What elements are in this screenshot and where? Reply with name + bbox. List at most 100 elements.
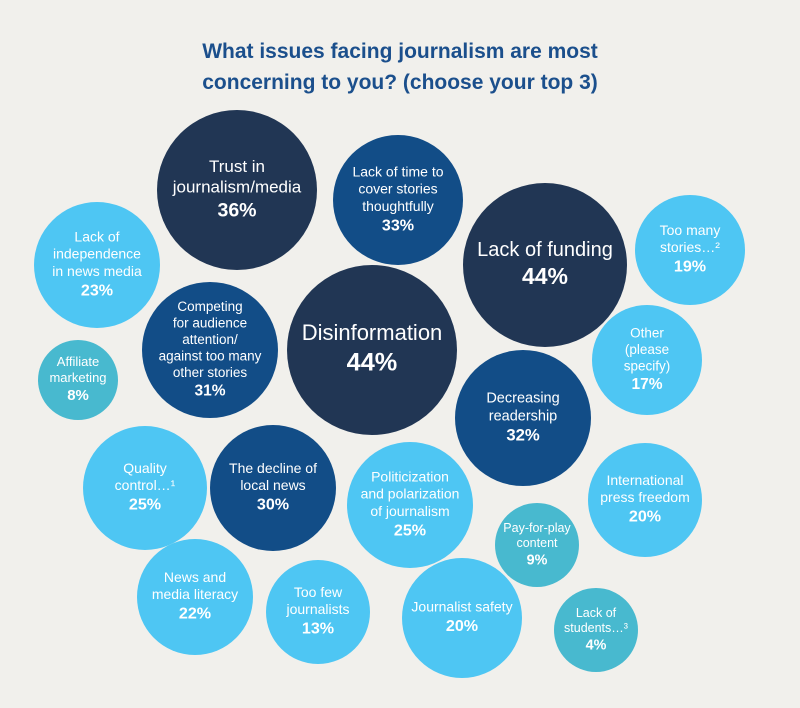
bubble-label: Lack of funding [477, 239, 613, 261]
bubble-circle [495, 503, 579, 587]
bubble-label: News and [164, 569, 226, 585]
bubble-value: 44% [522, 263, 568, 289]
bubble-value: 8% [67, 387, 89, 404]
bubble-value: 4% [586, 637, 607, 653]
bubble-label: Other [630, 325, 664, 340]
bubble-label: attention/ [182, 332, 238, 347]
bubble-label: other stories [173, 365, 248, 380]
bubble-value: 25% [129, 496, 161, 514]
bubble-circle [333, 135, 463, 265]
bubble-label: Disinformation [302, 320, 443, 345]
bubble-value: 25% [394, 521, 426, 539]
bubble-label: Trust in [209, 157, 265, 176]
bubble-value: 33% [382, 216, 414, 234]
bubble-label: students…³ [564, 621, 628, 635]
bubble-circle [635, 195, 745, 305]
bubble-value: 44% [347, 349, 398, 377]
bubble-circle [588, 443, 702, 557]
bubble-label: Too few [294, 584, 343, 600]
bubble-label: media literacy [152, 586, 238, 602]
bubble-label: Pay-for-play [503, 521, 571, 535]
bubble-value: 13% [302, 620, 334, 638]
bubble-value: 32% [506, 426, 540, 445]
bubble-label: local news [240, 477, 305, 493]
bubble-label: (please [625, 342, 669, 357]
bubble-label: thoughtfully [362, 198, 434, 214]
bubble-label: Lack of time to [352, 164, 443, 180]
bubble-label: Affiliate [57, 354, 99, 369]
bubble-circle [210, 425, 336, 551]
bubble-label: journalists [285, 601, 349, 617]
bubble-circle [347, 442, 473, 568]
bubble-label: International [606, 472, 683, 488]
bubble-circle [592, 305, 702, 415]
bubble-value: 20% [446, 617, 478, 635]
bubble-circle [266, 560, 370, 664]
bubble-label: Decreasing [486, 391, 559, 407]
bubble-circle [455, 350, 591, 486]
bubble-value: 22% [179, 605, 211, 623]
bubble-label: in news media [52, 263, 142, 279]
bubble-label: journalism/media [172, 178, 302, 197]
bubble-circle [83, 426, 207, 550]
bubble-circle [554, 588, 638, 672]
bubble: Trust in journalism/media 36% [157, 110, 317, 270]
title-line-1: What issues facing journalism are most [202, 40, 598, 63]
bubble-label: cover stories [358, 181, 437, 197]
bubble-label: stories…² [660, 239, 720, 255]
bubble-circle [157, 110, 317, 270]
bubble-value: 17% [631, 376, 662, 393]
bubble-value: 23% [81, 281, 113, 299]
bubble-label: The decline of [229, 460, 317, 476]
bubble: Disinformation 44% [287, 265, 457, 435]
bubble-label: Politicization [371, 469, 449, 485]
bubble-label: independence [53, 246, 141, 262]
bubble-label: for audience [173, 315, 247, 330]
bubble-label: of journalism [370, 503, 449, 519]
bubble: Journalist safety 20% [402, 558, 522, 678]
bubble-label: specify) [624, 358, 671, 373]
bubble-label: against too many [159, 348, 262, 363]
bubble-label: content [516, 536, 558, 550]
bubble-circle [34, 202, 160, 328]
bubble-value: 9% [527, 552, 548, 568]
bubble-label: press freedom [600, 489, 689, 505]
bubble-circle [38, 340, 118, 420]
bubble-label: Too many [660, 222, 721, 238]
bubble-label: readership [489, 408, 558, 424]
bubble-label: control…¹ [115, 477, 176, 493]
bubble-circle [463, 183, 627, 347]
bubble-value: 31% [194, 383, 225, 400]
bubble-label: marketing [49, 370, 106, 385]
bubble-label: Quality [123, 460, 167, 476]
chart-title: What issues facing journalism are most c… [0, 36, 800, 98]
bubble-label: Journalist safety [411, 599, 512, 615]
bubble-value: 20% [629, 508, 661, 526]
bubble-circle [402, 558, 522, 678]
bubble-value: 30% [257, 496, 289, 514]
bubble-value: 36% [217, 199, 256, 221]
bubble-circle [137, 539, 253, 655]
bubble-label: and polarization [361, 486, 460, 502]
bubble-label: Lack of [74, 229, 119, 245]
bubble-value: 19% [674, 258, 706, 276]
bubble-label: Competing [177, 299, 242, 314]
bubble-label: Lack of [576, 606, 617, 620]
